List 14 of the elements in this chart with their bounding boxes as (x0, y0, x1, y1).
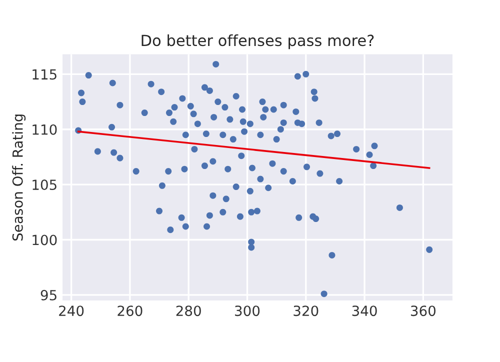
y-tick-label: 100 (32, 234, 57, 246)
x-tick-label: 360 (410, 306, 436, 316)
x-tick-label: 340 (352, 306, 377, 316)
y-tick-label: 95 (40, 290, 56, 300)
x-tick-label: 320 (294, 306, 318, 316)
y-tick-label: 110 (32, 124, 57, 135)
x-tick-label: 240 (59, 306, 84, 316)
x-tick-label: 260 (118, 306, 142, 316)
y-axis-title: Season Off. Rating (12, 114, 26, 241)
x-tick-label: 300 (235, 306, 260, 316)
y-tick-label: 115 (32, 69, 56, 80)
x-tick-label: 280 (176, 306, 201, 316)
chart-title: Do better offenses pass more? (142, 34, 374, 50)
y-tick-label: 105 (32, 180, 56, 190)
